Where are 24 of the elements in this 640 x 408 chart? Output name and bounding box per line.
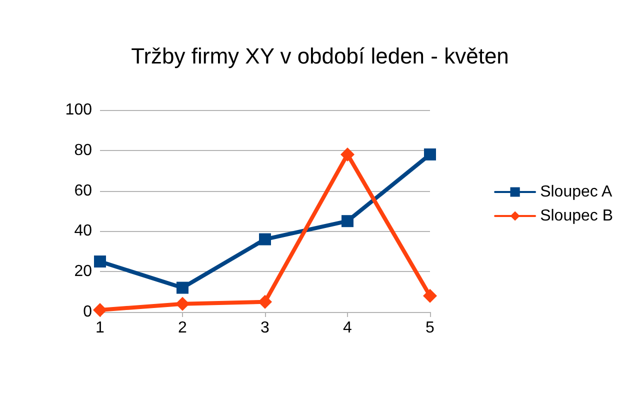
point	[93, 302, 107, 317]
x-tick-label: 2	[178, 320, 188, 336]
y-tick-label: 0	[83, 304, 92, 320]
point	[258, 294, 272, 309]
y-tick-label: 60	[74, 182, 92, 200]
x-tick-label: 5	[426, 320, 435, 336]
legend-label: Sloupec A	[540, 184, 612, 200]
y-tick-label: 40	[74, 222, 92, 240]
y-tick-label: 20	[74, 263, 92, 280]
point	[176, 282, 188, 294]
point	[424, 148, 436, 160]
x-tick-label: 1	[96, 320, 105, 336]
point	[259, 233, 271, 246]
y-tick-label: 100	[65, 102, 92, 118]
point	[340, 147, 354, 162]
point	[342, 215, 354, 228]
x-tick-label: 4	[343, 320, 352, 336]
chart-title: Tržby firmy XY v období leden - květen	[131, 44, 509, 68]
point	[94, 256, 106, 268]
legend-label: Sloupec B	[540, 208, 613, 224]
point	[176, 296, 190, 311]
point	[423, 288, 437, 303]
y-tick-label: 80	[74, 142, 92, 159]
x-tick-label: 3	[260, 320, 270, 336]
